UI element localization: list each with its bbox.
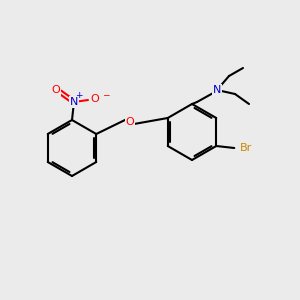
Text: −: − [102,91,110,100]
Text: O: O [126,117,134,127]
Text: O: O [52,85,60,95]
Text: N: N [213,85,221,95]
Text: +: + [75,92,83,100]
Text: Br: Br [240,143,252,153]
Text: O: O [91,94,99,104]
Text: N: N [70,97,78,107]
